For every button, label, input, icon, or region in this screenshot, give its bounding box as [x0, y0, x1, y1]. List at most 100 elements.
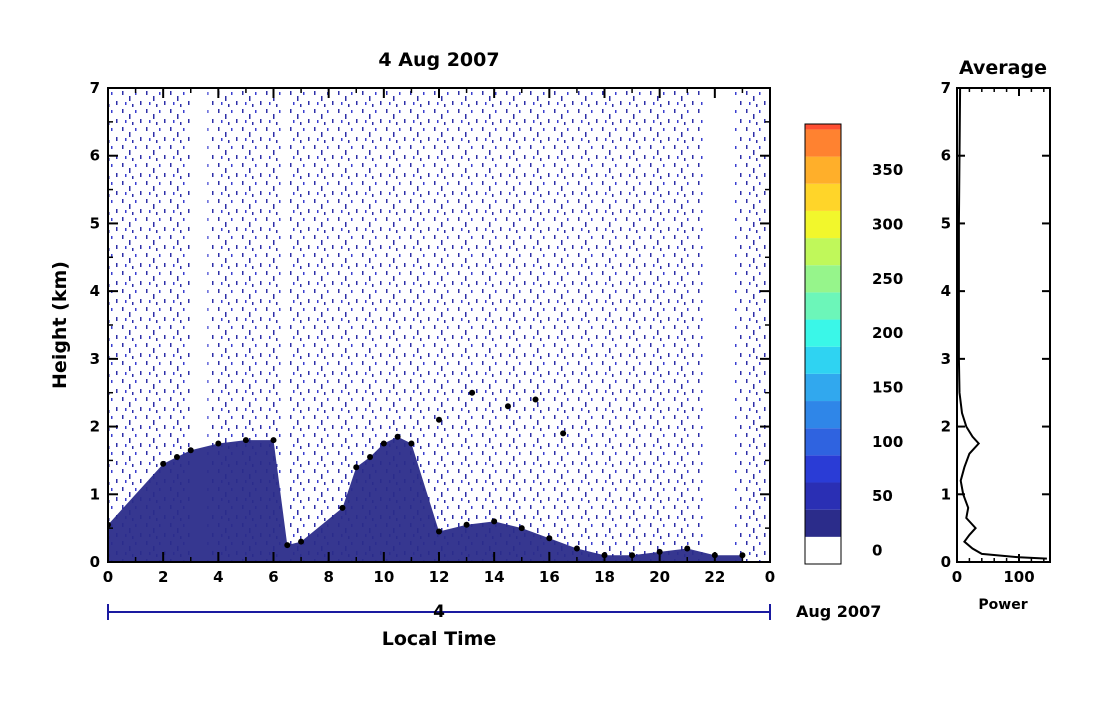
colorbar-tick-label: 50 [872, 487, 893, 505]
boundary-layer-top-point [215, 440, 222, 447]
average-y-tick-label: 2 [941, 418, 951, 436]
colorbar: 0 50 100 150 200 250 300 350 [804, 123, 903, 565]
boundary-layer-top-point [436, 528, 442, 535]
date-label: Aug 2007 [796, 602, 881, 621]
boundary-layer-top-point [394, 433, 401, 440]
colorbar-cell [805, 124, 841, 130]
y-axis-label: Height (km) [49, 261, 71, 389]
colorbar-cell [805, 536, 841, 564]
y-tick-label: 2 [90, 418, 100, 436]
colorbar-tick-label: 0 [872, 541, 882, 559]
boundary-layer-top-point [187, 447, 194, 454]
colorbar-cell [805, 210, 841, 239]
boundary-layer-top-point [656, 548, 663, 555]
data-gap [190, 88, 208, 562]
data-gap [703, 88, 735, 562]
average-y-tick-label: 6 [941, 147, 951, 165]
colorbar-cell [805, 238, 841, 266]
x-axis-label: Local Time [382, 628, 497, 650]
boundary-layer-top-point [463, 521, 470, 528]
average-y-tick-label: 1 [941, 485, 951, 503]
colorbar-tick-label: 250 [872, 270, 903, 288]
x-tick-label: 18 [594, 568, 615, 586]
colorbar-tick-label: 350 [872, 161, 903, 179]
average-y-tick-label: 5 [941, 214, 951, 232]
colorbar-cell [805, 129, 841, 157]
average-x-tick-label: 0 [952, 568, 962, 586]
boundary-layer-top-point [173, 454, 180, 461]
x-tick-label: 6 [268, 568, 278, 586]
colorbar-tick-label: 300 [872, 215, 903, 233]
boundary-layer-top-point [518, 525, 525, 532]
boundary-layer-top-point [546, 535, 553, 542]
boundary-layer-top-point [367, 454, 374, 461]
colorbar-cell [805, 373, 841, 402]
boundary-layer-top-point [408, 440, 415, 447]
chart-title: 4 Aug 2007 [378, 49, 499, 71]
heatmap-panel: 4 Aug 2007 0 2 4 6 8 10 12 14 16 18 20 22 0 01234567… [49, 49, 881, 650]
aerosol-layer-point [504, 403, 511, 410]
colorbar-tick-label: 100 [872, 433, 903, 451]
aerosol-layer-point [436, 416, 442, 423]
boundary-layer-top-point [739, 552, 746, 559]
average-x-label: Power [978, 597, 1027, 613]
y-tick-label: 5 [90, 214, 100, 232]
y-tick-label: 6 [90, 147, 100, 165]
boundary-layer-area [108, 436, 743, 562]
colorbar-frame [804, 123, 842, 565]
boundary-layer-top-point [573, 545, 580, 552]
boundary-layer-top-point [270, 437, 277, 444]
colorbar-cell [805, 156, 841, 184]
colorbar-cell [805, 482, 841, 510]
x-tick-label: 8 [323, 568, 333, 586]
y-tick-label: 1 [90, 485, 100, 503]
x-tick-label: 16 [539, 568, 560, 586]
colorbar-tick-label: 150 [872, 378, 903, 396]
colorbar-tick-label: 200 [872, 324, 903, 342]
colorbar-cell [805, 183, 841, 211]
colorbar-cell [805, 319, 841, 347]
boundary-layer-top-point [353, 464, 360, 471]
colorbar-cell [805, 428, 841, 456]
average-y-tick-label: 4 [941, 282, 951, 300]
boundary-layer-top-point [684, 545, 691, 552]
x-tick-label: 14 [484, 568, 505, 586]
aerosol-layer-point [560, 430, 567, 437]
y-tick-label: 3 [90, 350, 100, 368]
average-y-tick-label: 7 [941, 79, 951, 97]
aerosol-layer-point [532, 396, 539, 403]
x-tick-label: 0 [103, 568, 113, 586]
boundary-layer-top-point [160, 460, 167, 467]
average-title: Average [959, 57, 1047, 79]
y-tick-label: 7 [90, 79, 100, 97]
boundary-layer-top-point [284, 542, 291, 549]
y-tick-label: 4 [90, 282, 100, 300]
average-x-tick-label: 100 [1003, 568, 1034, 586]
day-label: 4 [433, 602, 445, 622]
average-y-tick-label: 3 [941, 350, 951, 368]
colorbar-cell [805, 346, 841, 374]
colorbar-cell [805, 455, 841, 483]
x-tick-label: 0 [765, 568, 775, 586]
x-tick-label: 12 [429, 568, 450, 586]
colorbar-cell [805, 292, 841, 320]
boundary-layer-top-point [339, 504, 346, 511]
average-power-profile [957, 87, 1047, 560]
x-tick-label: 4 [213, 568, 223, 586]
average-y-tick-label: 0 [941, 553, 951, 571]
average-frame [956, 87, 1051, 563]
average-panel: Average 0 1 2 3 4 5 6 7 0 100 Power [941, 57, 1051, 613]
aerosol-layer-point [469, 389, 476, 396]
boundary-layer-top-point [491, 518, 498, 525]
colorbar-cell [805, 509, 841, 537]
x-tick-label: 2 [158, 568, 168, 586]
x-tick-label: 10 [373, 568, 394, 586]
y-tick-label: 0 [90, 553, 100, 571]
x-tick-label: 20 [649, 568, 670, 586]
boundary-layer-top-point [380, 440, 387, 447]
boundary-layer-top-point [242, 437, 249, 444]
x-tick-label: 22 [704, 568, 725, 586]
colorbar-cell [805, 265, 841, 293]
